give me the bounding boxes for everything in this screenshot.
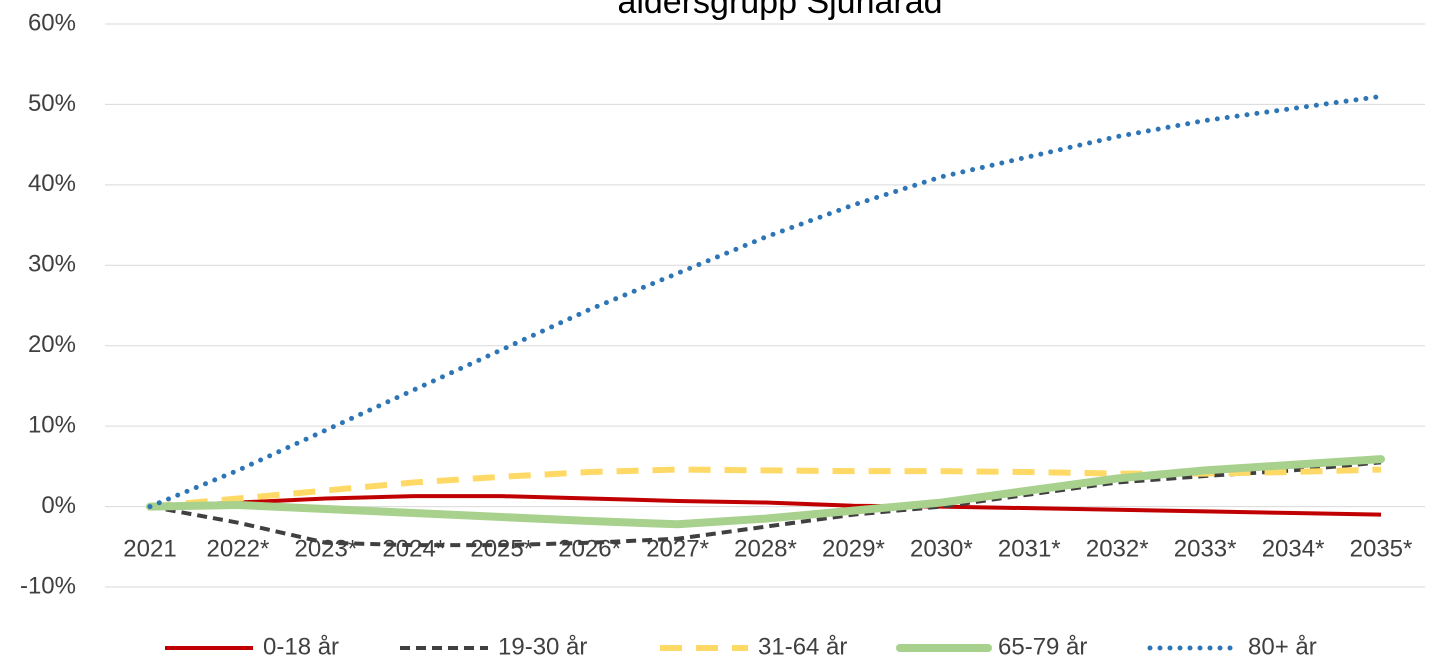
x-tick-label: 2032* — [1086, 535, 1149, 562]
chart-title: åldersgrupp Sjuhärad — [617, 0, 942, 21]
x-tick-label: 2033* — [1174, 535, 1237, 562]
y-tick-label: 50% — [28, 90, 76, 117]
y-tick-label: -10% — [20, 572, 76, 599]
series-line — [149, 460, 1382, 548]
x-tick-label: 2030* — [910, 535, 973, 562]
y-tick-label: 20% — [28, 331, 76, 358]
series-line — [146, 455, 1385, 529]
x-tick-label: 2031* — [998, 535, 1061, 562]
y-tick-label: 60% — [28, 9, 76, 36]
x-tick-label: 2028* — [734, 535, 797, 562]
y-tick-label: 30% — [28, 251, 76, 278]
legend-label: 65-79 år — [998, 633, 1087, 660]
x-tick-label: 2024* — [382, 535, 445, 562]
legend-label: 19-30 år — [498, 633, 587, 660]
series-line — [147, 93, 1384, 510]
y-tick-label: 40% — [28, 170, 76, 197]
legend-label: 31-64 år — [758, 633, 847, 660]
x-tick-label: 2023* — [294, 535, 357, 562]
legend-label: 0-18 år — [263, 633, 339, 660]
x-tick-label: 2034* — [1262, 535, 1325, 562]
legend-label: 80+ år — [1248, 633, 1317, 660]
y-tick-label: 0% — [41, 492, 76, 519]
x-tick-label: 2026* — [558, 535, 621, 562]
y-tick-label: 10% — [28, 411, 76, 438]
x-tick-label: 2035* — [1350, 535, 1413, 562]
x-tick-label: 2021 — [123, 535, 176, 562]
x-tick-label: 2029* — [822, 535, 885, 562]
series-line — [149, 494, 1382, 517]
x-tick-label: 2022* — [207, 535, 270, 562]
x-tick-label: 2025* — [470, 535, 533, 562]
